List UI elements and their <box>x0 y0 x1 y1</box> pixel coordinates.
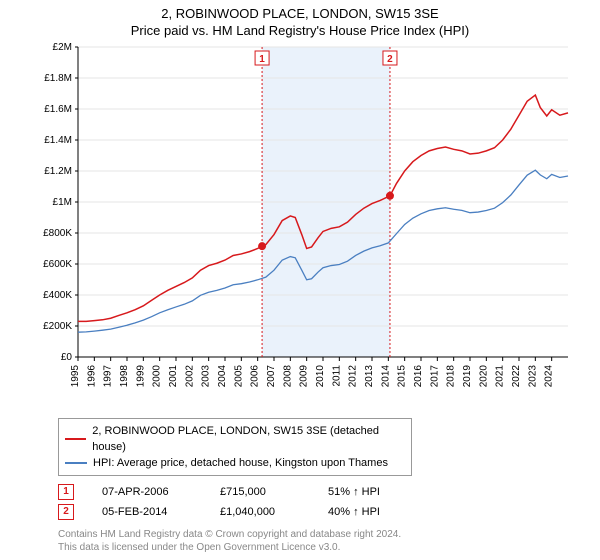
footnote-line1: Contains HM Land Registry data © Crown c… <box>58 528 580 541</box>
svg-text:£2M: £2M <box>53 42 72 53</box>
legend-row: HPI: Average price, detached house, King… <box>65 455 405 471</box>
svg-text:2: 2 <box>387 54 393 65</box>
svg-text:£0: £0 <box>61 352 73 363</box>
svg-text:1: 1 <box>259 54 265 65</box>
svg-text:2008: 2008 <box>282 365 293 388</box>
svg-text:£400K: £400K <box>43 290 72 301</box>
sale-row: 2 05-FEB-2014 £1,040,000 40% ↑ HPI <box>58 502 600 522</box>
legend-swatch <box>65 438 86 440</box>
svg-text:£1.2M: £1.2M <box>44 166 72 177</box>
title-address: 2, ROBINWOOD PLACE, LONDON, SW15 3SE <box>0 0 600 21</box>
svg-text:2002: 2002 <box>184 365 195 388</box>
sale-date: 07-APR-2006 <box>102 482 192 502</box>
line-chart: £0 £200K £400K £600K £800K £1M £1.2M £1.4M £1.6M… <box>20 42 580 412</box>
legend: 2, ROBINWOOD PLACE, LONDON, SW15 3SE (de… <box>58 418 412 476</box>
svg-text:1996: 1996 <box>86 365 97 388</box>
svg-text:£1M: £1M <box>53 197 72 208</box>
svg-text:2000: 2000 <box>152 365 163 388</box>
sale-pct: 40% ↑ HPI <box>328 502 418 522</box>
svg-text:2010: 2010 <box>315 365 326 388</box>
chart-area: £0 £200K £400K £600K £800K £1M £1.2M £1.4M £1.6M… <box>20 42 580 412</box>
svg-text:£800K: £800K <box>43 228 72 239</box>
svg-text:£1.4M: £1.4M <box>44 135 72 146</box>
sale-price: £1,040,000 <box>220 502 300 522</box>
svg-text:2011: 2011 <box>331 365 342 387</box>
svg-text:2021: 2021 <box>495 365 506 388</box>
sales-table: 1 07-APR-2006 £715,000 51% ↑ HPI 2 05-FEB-201… <box>58 482 600 522</box>
svg-text:1999: 1999 <box>135 365 146 388</box>
svg-text:1998: 1998 <box>119 365 130 388</box>
sale-price: £715,000 <box>220 482 300 502</box>
svg-text:£600K: £600K <box>43 259 72 270</box>
svg-text:2009: 2009 <box>299 365 310 388</box>
footnote: Contains HM Land Registry data © Crown c… <box>58 528 580 554</box>
svg-text:2023: 2023 <box>527 365 538 388</box>
svg-text:£1.6M: £1.6M <box>44 104 72 115</box>
svg-text:1997: 1997 <box>103 365 114 388</box>
svg-text:2013: 2013 <box>364 365 375 388</box>
svg-text:2017: 2017 <box>429 365 440 388</box>
svg-text:1995: 1995 <box>70 365 81 388</box>
svg-text:£200K: £200K <box>43 321 72 332</box>
svg-text:£1.8M: £1.8M <box>44 73 72 84</box>
svg-text:2019: 2019 <box>462 365 473 388</box>
svg-text:2024: 2024 <box>544 365 555 388</box>
sale-marker-icon: 1 <box>58 484 74 500</box>
sale-pct: 51% ↑ HPI <box>328 482 418 502</box>
svg-text:2016: 2016 <box>413 365 424 388</box>
footnote-line2: This data is licensed under the Open Gov… <box>58 541 580 554</box>
svg-text:2020: 2020 <box>478 365 489 388</box>
svg-text:2012: 2012 <box>348 365 359 388</box>
svg-text:2004: 2004 <box>217 365 228 388</box>
svg-text:2015: 2015 <box>397 365 408 388</box>
legend-swatch <box>65 462 87 464</box>
title-subtitle: Price paid vs. HM Land Registry's House … <box>0 21 600 42</box>
sale-marker-icon: 2 <box>58 504 74 520</box>
legend-label: HPI: Average price, detached house, King… <box>93 455 388 471</box>
svg-text:2018: 2018 <box>446 365 457 388</box>
svg-text:2007: 2007 <box>266 365 277 388</box>
sale-row: 1 07-APR-2006 £715,000 51% ↑ HPI <box>58 482 600 502</box>
sale-date: 05-FEB-2014 <box>102 502 192 522</box>
chart-container: 2, ROBINWOOD PLACE, LONDON, SW15 3SE Pri… <box>0 0 600 560</box>
svg-text:2003: 2003 <box>201 365 212 388</box>
svg-text:2001: 2001 <box>168 365 179 388</box>
svg-text:2006: 2006 <box>250 365 261 388</box>
legend-label: 2, ROBINWOOD PLACE, LONDON, SW15 3SE (de… <box>92 423 405 455</box>
svg-text:2005: 2005 <box>233 365 244 388</box>
svg-text:2022: 2022 <box>511 365 522 388</box>
legend-row: 2, ROBINWOOD PLACE, LONDON, SW15 3SE (de… <box>65 423 405 455</box>
svg-text:2014: 2014 <box>380 365 391 388</box>
